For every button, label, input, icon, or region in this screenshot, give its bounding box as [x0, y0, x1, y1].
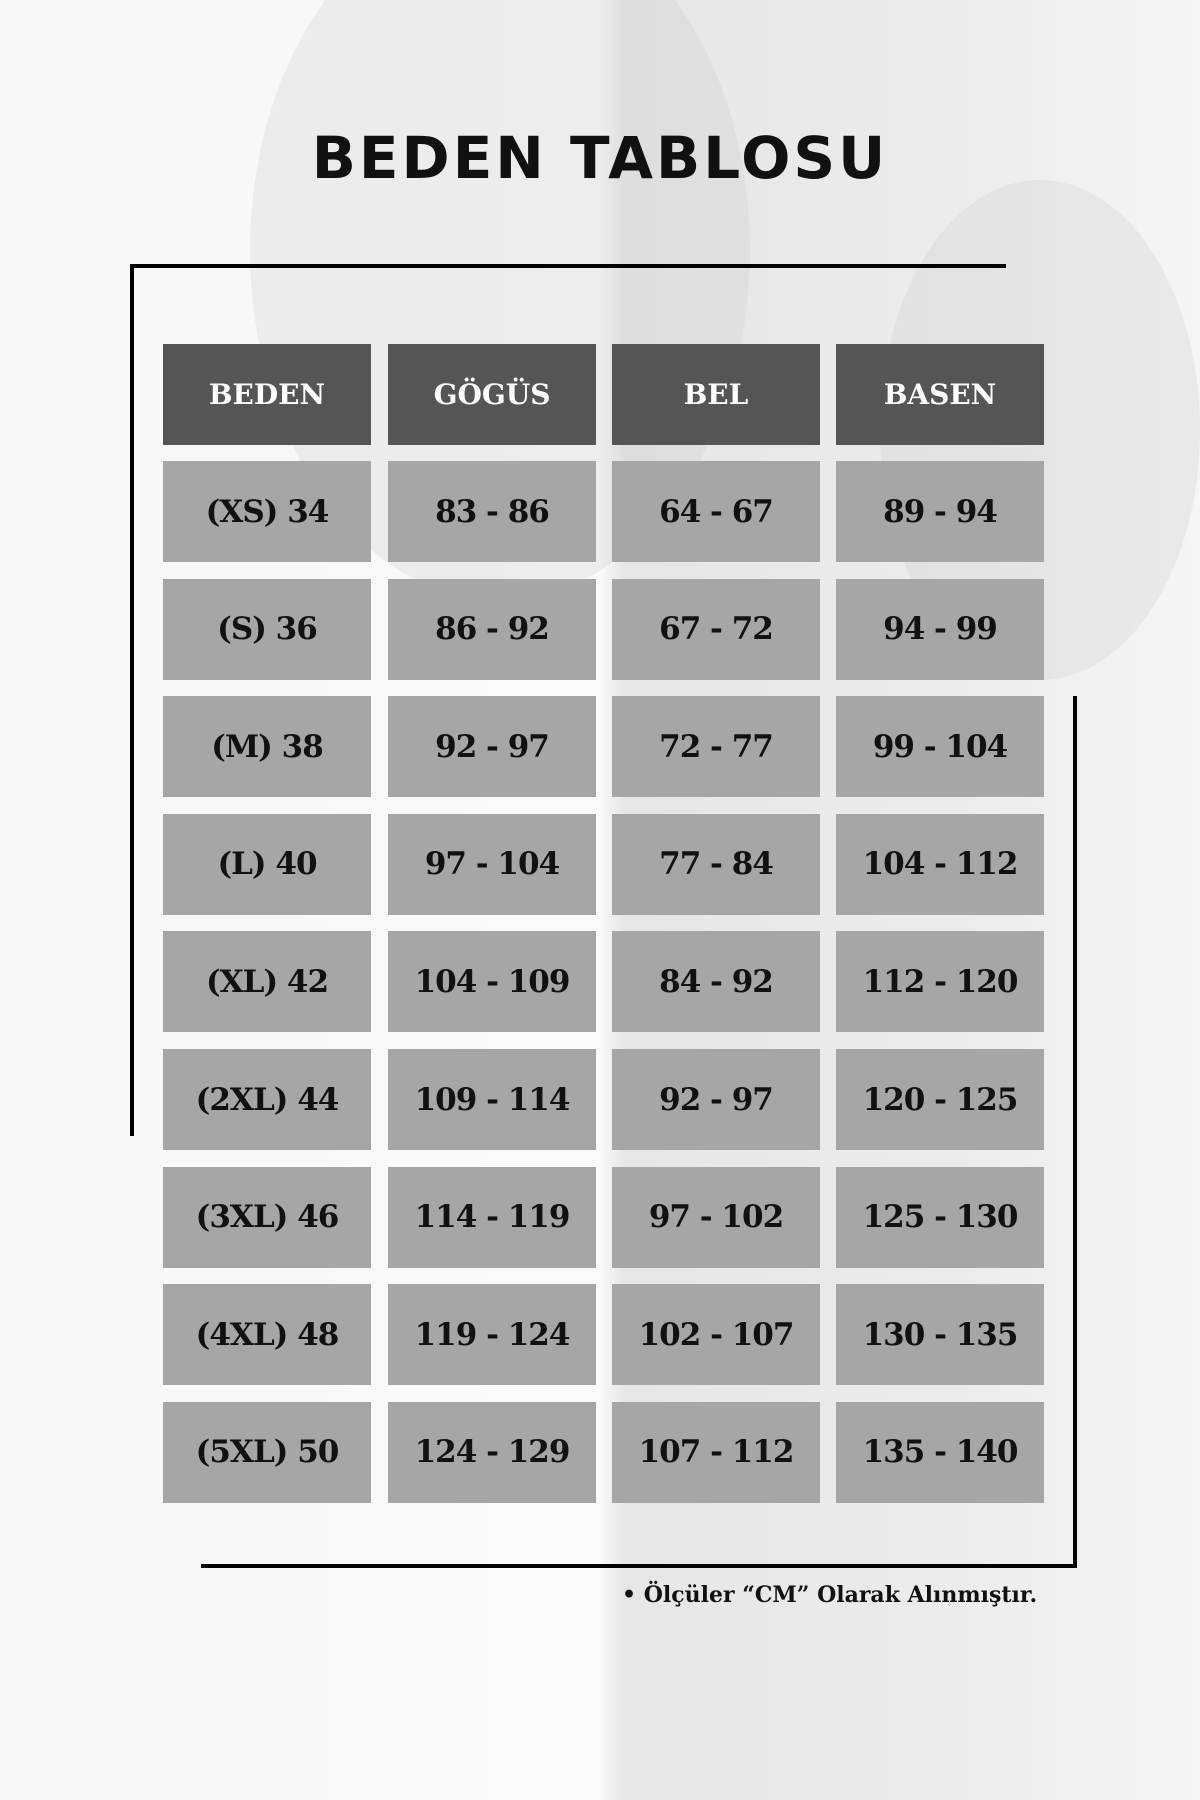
frame-top-line — [134, 264, 1006, 268]
frame-left-line — [130, 264, 134, 1136]
table-cell: 119 - 124 — [388, 1284, 596, 1386]
table-cell: 84 - 92 — [612, 931, 820, 1033]
measurement-note: • Ölçüler “CM” Olarak Alınmıştır. — [622, 1582, 1038, 1608]
table-cell: 64 - 67 — [612, 461, 820, 562]
table-cell: 124 - 129 — [388, 1401, 596, 1503]
table-cell: (2XL) 44 — [163, 1049, 371, 1150]
table-cell: 112 - 120 — [836, 931, 1044, 1033]
header-cell: GÖGÜS — [388, 344, 596, 445]
table-cell: 102 - 107 — [612, 1284, 820, 1386]
table-cell: (M) 38 — [163, 696, 371, 798]
table-cell: 67 - 72 — [612, 578, 820, 680]
table-cell: 130 - 135 — [836, 1284, 1044, 1386]
table-cell: 135 - 140 — [836, 1401, 1044, 1503]
page-title: BEDEN TABLOSU — [311, 124, 889, 192]
table-cell: 94 - 99 — [836, 578, 1044, 680]
table-cell: (5XL) 50 — [163, 1401, 371, 1503]
table-cell: 104 - 112 — [836, 813, 1044, 915]
table-cell: 77 - 84 — [612, 813, 820, 915]
table-cell: (3XL) 46 — [163, 1166, 371, 1268]
table-cell: 99 - 104 — [836, 696, 1044, 798]
table-cell: 125 - 130 — [836, 1166, 1044, 1268]
frame-right-line — [1073, 696, 1077, 1568]
frame-bottom-line — [201, 1564, 1077, 1568]
table-cell: 86 - 92 — [388, 578, 596, 680]
header-cell: BEDEN — [163, 344, 371, 445]
table-cell: 83 - 86 — [388, 461, 596, 562]
table-cell: 104 - 109 — [388, 931, 596, 1033]
table-cell: 89 - 94 — [836, 461, 1044, 562]
table-cell: (S) 36 — [163, 578, 371, 680]
table-cell: (XL) 42 — [163, 931, 371, 1033]
header-cell: BASEN — [836, 344, 1044, 445]
table-cell: 92 - 97 — [388, 696, 596, 798]
table-cell: 114 - 119 — [388, 1166, 596, 1268]
table-cell: 92 - 97 — [612, 1049, 820, 1150]
table-cell: 109 - 114 — [388, 1049, 596, 1150]
header-cell: BEL — [612, 344, 820, 445]
table-cell: (4XL) 48 — [163, 1284, 371, 1386]
table-cell: 72 - 77 — [612, 696, 820, 798]
table-cell: (XS) 34 — [163, 461, 371, 562]
table-cell: 120 - 125 — [836, 1049, 1044, 1150]
table-cell: 97 - 102 — [612, 1166, 820, 1268]
table-cell: 97 - 104 — [388, 813, 596, 915]
table-cell: (L) 40 — [163, 813, 371, 915]
table-cell: 107 - 112 — [612, 1401, 820, 1503]
